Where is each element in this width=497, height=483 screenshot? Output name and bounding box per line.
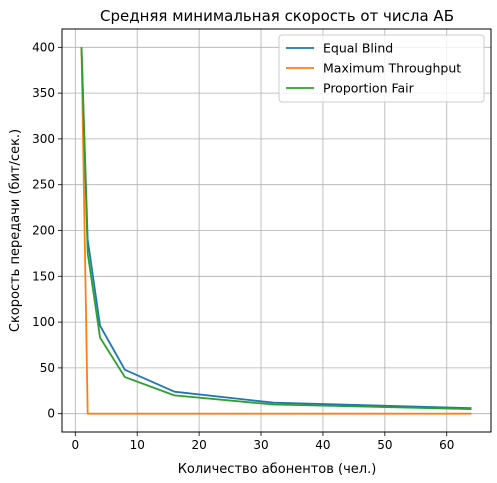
y-tick-label: 0 [47, 407, 55, 421]
x-tick-label: 40 [315, 438, 330, 452]
x-tick-label: 10 [130, 438, 145, 452]
x-axis-label: Количество абонентов (чел.) [178, 462, 377, 477]
legend-label: Equal Blind [323, 41, 393, 56]
y-axis-label: Скорость передачи (бит/сек.) [8, 129, 23, 332]
y-tick-label: 100 [32, 315, 55, 329]
series-lines [80, 47, 472, 415]
x-axis: 0 10 20 30 40 50 60 [71, 432, 454, 452]
legend: Equal Blind Maximum Throughput Proportion … [278, 34, 485, 103]
y-tick-label: 250 [32, 178, 55, 192]
legend-label: Maximum Throughput [323, 61, 461, 76]
series-line-proportion-fair [80, 47, 472, 410]
x-tick-label: 0 [71, 438, 79, 452]
y-tick-label: 350 [32, 86, 55, 100]
y-tick-label: 50 [40, 361, 55, 375]
legend-label: Proportion Fair [323, 81, 415, 96]
chart-title: Средняя минимальная скорость от числа АБ [100, 7, 454, 25]
y-tick-label: 200 [32, 224, 55, 238]
y-tick-label: 300 [32, 132, 55, 146]
y-tick-label: 150 [32, 269, 55, 283]
x-tick-label: 60 [439, 438, 454, 452]
series-line-maximum-throughput [80, 47, 472, 415]
x-tick-label: 30 [253, 438, 268, 452]
x-tick-label: 50 [377, 438, 392, 452]
legend-box [278, 34, 485, 103]
y-tick-label: 400 [32, 40, 55, 54]
x-tick-label: 20 [191, 438, 206, 452]
y-axis: 0 50 100 150 200 250 300 350 400 [32, 40, 62, 421]
